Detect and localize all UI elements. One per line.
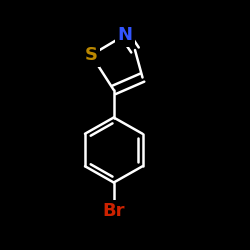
Text: N: N [118, 26, 132, 44]
Text: S: S [85, 46, 98, 64]
Text: Br: Br [102, 202, 125, 220]
